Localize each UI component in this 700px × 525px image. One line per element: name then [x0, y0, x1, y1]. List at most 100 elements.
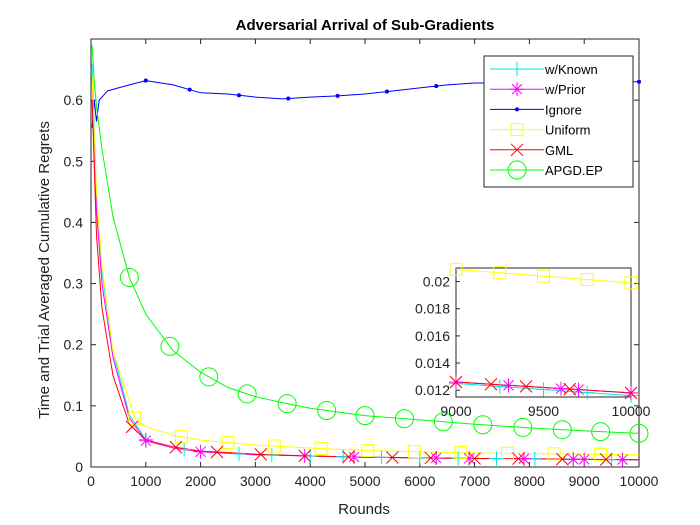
inset-y-tick-label: 0.012: [415, 382, 450, 398]
marker-gml: [468, 452, 481, 465]
y-tick-label: 0: [75, 459, 83, 475]
x-tick-label: 7000: [459, 473, 490, 489]
inset-marker-w-known: [580, 385, 595, 400]
marker-w-known: [231, 446, 246, 461]
x-axis-label: Rounds: [338, 501, 390, 518]
marker-ignore: [286, 96, 291, 101]
chart-title: Adversarial Arrival of Sub-Gradients: [236, 17, 495, 34]
y-tick-label: 0.2: [64, 337, 84, 353]
legend-box: [483, 55, 634, 188]
marker-gml: [342, 450, 355, 464]
y-tick-label: 0.5: [64, 153, 84, 169]
marker-gml: [386, 451, 399, 464]
inset-marker-uniform: [624, 276, 638, 290]
legend-marker-ignore: [514, 107, 520, 112]
marker-uniform: [594, 447, 608, 461]
inset-marker-uniform: [449, 262, 463, 276]
y-tick-label: 0.4: [64, 214, 84, 230]
marker-apgd-ep: [552, 420, 572, 440]
marker-ignore: [384, 89, 389, 94]
marker-w-prior: [462, 451, 477, 466]
marker-apgd-ep: [394, 409, 414, 429]
inset-marker-w-prior: [501, 378, 516, 393]
inset-marker-gml: [624, 386, 638, 400]
main-markers: [119, 78, 649, 467]
legend-label-uniform: Uniform: [545, 123, 591, 138]
legend-label-w-prior: w/Prior: [544, 82, 586, 97]
x-tick-label: 3000: [240, 473, 271, 489]
legend-marker-w-prior: [510, 82, 524, 97]
marker-gml: [599, 453, 613, 466]
marker-w-prior: [516, 451, 531, 466]
inset-marker-uniform: [580, 273, 594, 287]
legend-marker-uniform: [510, 123, 524, 137]
marker-w-prior: [347, 449, 362, 464]
marker-uniform: [454, 446, 468, 460]
marker-gml: [555, 452, 569, 466]
marker-apgd-ep: [433, 412, 453, 432]
legend: w/Known w/Prior Ignore Uniform GML APGD.EP: [483, 55, 634, 188]
marker-gml: [424, 451, 438, 465]
legend-label-apgd-ep: APGD.EP: [545, 163, 603, 178]
marker-ignore: [143, 78, 148, 83]
marker-gml: [254, 447, 268, 461]
marker-w-prior: [566, 452, 581, 467]
x-tick-label: 2000: [185, 473, 216, 489]
inset-y-tick-label: 0.014: [415, 355, 450, 371]
inset-markers: [449, 262, 638, 403]
inset-axes: [455, 267, 632, 398]
inset-x-tick-label: 10000: [612, 403, 651, 419]
marker-w-known: [374, 450, 389, 465]
inset-x-tick-label: 9000: [440, 403, 471, 419]
marker-apgd-ep: [591, 422, 611, 442]
marker-ignore: [636, 79, 642, 84]
inset-series-line-uniform: [456, 268, 631, 284]
main-ticks: 0 1000 2000 3000 4000 5000 6000 7000 8000 9000 100…: [64, 39, 659, 489]
marker-apgd-ep: [355, 406, 375, 426]
inset-x-tick-label: 9500: [528, 403, 559, 419]
y-axis-label: Time and Trial Averaged Cumulative Regre…: [36, 121, 53, 419]
inset-marker-uniform: [493, 266, 507, 280]
inset-marker-gml: [484, 377, 498, 391]
x-tick-label: 1000: [130, 473, 161, 489]
marker-gml: [298, 449, 312, 463]
inset-y-tick-label: 0.02: [423, 274, 450, 290]
inset-marker-w-known: [492, 379, 507, 394]
x-tick-label: 6000: [404, 473, 435, 489]
y-tick-label: 0.1: [64, 398, 84, 414]
x-tick-label: 10000: [620, 473, 659, 489]
marker-apgd-ep: [317, 401, 337, 421]
inset-marker-uniform: [537, 269, 550, 283]
inset-ticks: 9000 9500 10000 0.012 0.014 0.016 0.018 0.02: [415, 274, 651, 419]
y-tick-label: 0.6: [64, 92, 84, 108]
x-tick-label: 4000: [295, 473, 326, 489]
marker-gml: [125, 420, 139, 434]
marker-apgd-ep: [160, 336, 180, 356]
inset-y-tick-label: 0.016: [415, 328, 450, 344]
legend-label-gml: GML: [545, 143, 573, 158]
marker-w-known: [264, 448, 279, 463]
inset-marker-w-prior: [554, 381, 568, 396]
marker-gml: [512, 452, 525, 466]
x-tick-label: 8000: [514, 473, 545, 489]
marker-w-known: [177, 442, 192, 457]
y-tick-label: 0.3: [64, 276, 84, 292]
inset-marker-gml: [563, 382, 577, 396]
marker-ignore: [236, 93, 241, 98]
marker-uniform: [174, 430, 188, 444]
marker-apgd-ep: [119, 267, 139, 287]
marker-w-prior: [193, 444, 208, 459]
marker-gml: [169, 440, 183, 454]
series-line-uniform: [91, 75, 639, 456]
marker-ignore: [187, 87, 192, 92]
inset-marker-gml: [449, 375, 463, 389]
x-tick-label: 9000: [569, 473, 600, 489]
marker-w-prior: [429, 451, 444, 466]
x-tick-label: 5000: [349, 473, 380, 489]
series-line-apgd-ep: [91, 45, 639, 434]
marker-apgd-ep: [237, 384, 257, 404]
marker-apgd-ep: [513, 417, 533, 437]
legend-label-w-known: w/Known: [544, 62, 598, 77]
inset-marker-w-prior: [571, 382, 586, 397]
